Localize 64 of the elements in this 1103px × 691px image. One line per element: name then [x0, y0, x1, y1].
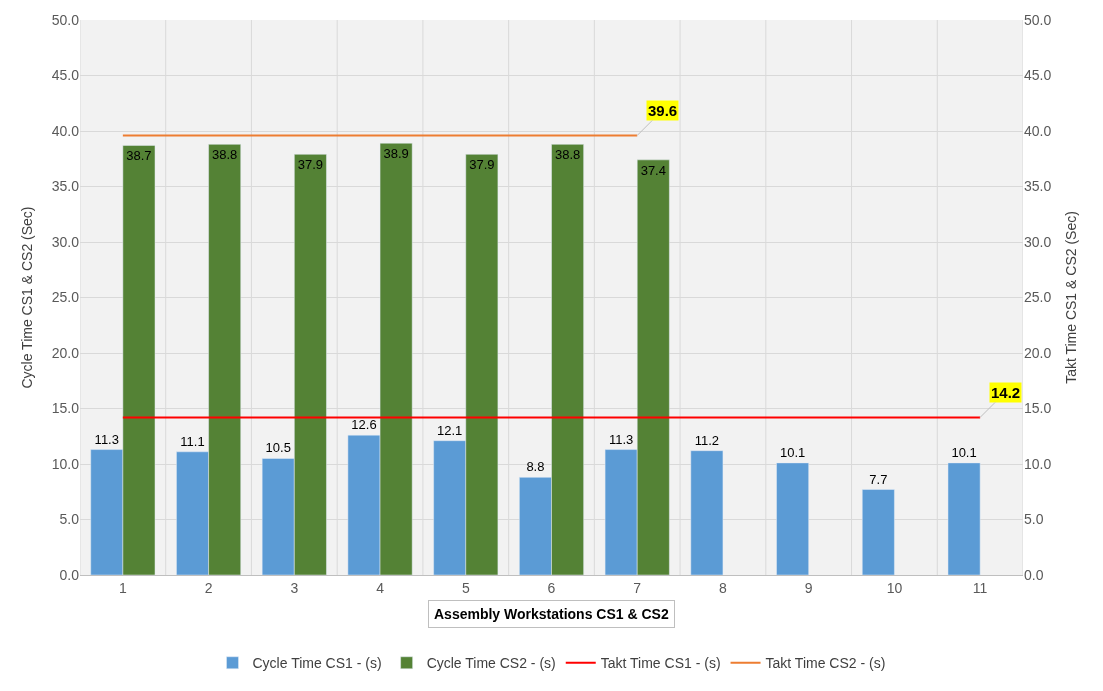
bar: [862, 489, 895, 575]
legend-label: Takt Time CS1 - (s): [600, 655, 721, 672]
legend-label: Cycle Time CS2 - (s): [426, 655, 556, 672]
y-tick-label: 0.0: [59, 566, 80, 583]
x-axis-title: Assembly Workstations CS1 & CS2: [434, 606, 669, 622]
bar: [690, 450, 724, 575]
y-tick-label: 5.0: [59, 511, 80, 528]
y-tick-label: 15.0: [51, 400, 80, 417]
bar: [947, 462, 981, 575]
y-tick-label: 10.0: [51, 455, 80, 472]
x-tick-label: 1: [118, 579, 127, 596]
y2-tick-label: 0.0: [1024, 566, 1044, 583]
y2-tick-label: 20.0: [1024, 344, 1052, 361]
y-tick-label: 20.0: [51, 344, 80, 361]
data-label: 11.2: [694, 432, 720, 448]
data-label: 38.8: [212, 147, 238, 163]
legend-label: Takt Time CS2 - (s): [765, 655, 886, 672]
y2-tick-label: 15.0: [1024, 400, 1052, 417]
x-tick-label: 8: [719, 579, 728, 596]
data-label: 37.4: [640, 162, 666, 178]
bar: [776, 462, 809, 575]
data-label: 11.3: [608, 431, 634, 447]
data-label: 37.9: [297, 157, 324, 173]
y2-tick-label: 35.0: [1024, 178, 1052, 195]
y-tick-label: 25.0: [51, 289, 80, 306]
data-label: 11.1: [180, 433, 205, 449]
x-tick-label: 10: [886, 579, 903, 596]
data-label: 10.1: [779, 444, 806, 460]
x-tick-label: 3: [290, 579, 299, 596]
data-label: 14.2: [991, 384, 1021, 401]
data-label: 10.1: [951, 444, 977, 460]
legend-label: Cycle Time CS1 - (s): [252, 655, 382, 672]
y-tick-label: 30.0: [51, 233, 80, 250]
y2-tick-label: 10.0: [1024, 455, 1052, 472]
y-tick-label: 40.0: [51, 122, 80, 139]
data-label: 10.5: [265, 440, 291, 456]
data-label: 8.8: [526, 459, 545, 475]
y2-tick-label: 25.0: [1024, 289, 1052, 306]
data-label: 7.7: [869, 471, 888, 487]
y2-tick-label: 40.0: [1024, 122, 1052, 139]
data-label: 39.6: [648, 102, 678, 119]
x-tick-label: 5: [461, 579, 470, 596]
y2-axis-title: Takt Time CS1 & CS2 (Sec): [1062, 211, 1079, 384]
x-tick-label: 9: [804, 579, 813, 596]
y2-tick-label: 50.0: [1024, 11, 1052, 28]
data-label: 11.3: [94, 431, 119, 447]
x-tick-label: 11: [972, 579, 988, 596]
data-label: 38.9: [383, 146, 409, 162]
x-tick-label: 6: [547, 579, 556, 596]
y-tick-label: 45.0: [51, 67, 80, 84]
data-label: 38.7: [126, 148, 152, 164]
data-label: 37.9: [469, 157, 495, 173]
x-tick-label: 2: [204, 579, 213, 596]
y2-tick-label: 5.0: [1024, 511, 1044, 528]
y2-tick-label: 45.0: [1024, 67, 1052, 84]
data-label: 12.6: [351, 417, 377, 433]
data-label: 38.8: [554, 147, 581, 163]
y-tick-label: 35.0: [51, 178, 80, 195]
data-label: 12.1: [437, 422, 463, 438]
x-tick-label: 4: [376, 579, 385, 596]
x-tick-label: 7: [633, 579, 642, 596]
y-tick-label: 50.0: [51, 11, 80, 28]
y-axis-title: Cycle Time CS1 & CS2 (Sec): [19, 206, 36, 389]
y2-tick-label: 30.0: [1024, 233, 1052, 250]
